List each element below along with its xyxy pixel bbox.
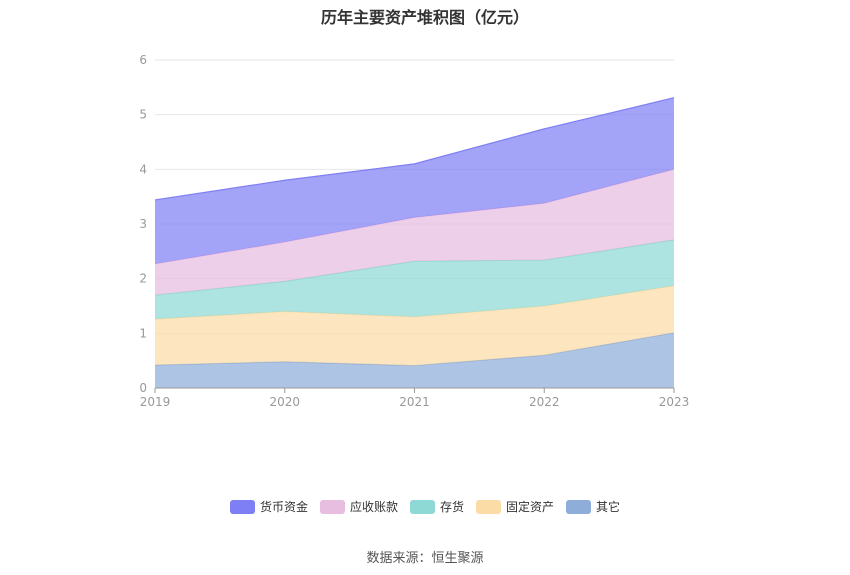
legend-label: 其它 bbox=[596, 500, 621, 514]
x-tick-label: 2021 bbox=[399, 395, 430, 409]
y-tick-label: 6 bbox=[139, 53, 147, 67]
y-tick-label: 3 bbox=[139, 217, 147, 231]
y-tick-label: 4 bbox=[139, 162, 147, 176]
x-tick-label: 2022 bbox=[529, 395, 560, 409]
legend-label: 固定资产 bbox=[506, 500, 555, 514]
area-存货 bbox=[155, 239, 674, 320]
legend-item[interactable]: 应收账款 bbox=[319, 498, 398, 515]
y-tick-label: 0 bbox=[139, 381, 147, 395]
x-tick-label: 2020 bbox=[269, 395, 300, 409]
area-series bbox=[154, 97, 675, 388]
y-tick-label: 1 bbox=[139, 326, 147, 340]
legend-swatch bbox=[476, 499, 501, 514]
legend-item[interactable]: 固定资产 bbox=[476, 498, 554, 515]
x-tick-label: 2023 bbox=[659, 395, 690, 409]
legend-swatch bbox=[229, 499, 255, 514]
chart-title: 历年主要资产堆积图（亿元） bbox=[320, 8, 529, 27]
source-note: 数据来源：恒生聚源 bbox=[366, 551, 484, 566]
legend-label: 货币资金 bbox=[259, 500, 308, 514]
axes: 0 1 2 3 4 5 6 2019 2020 2021 2022 2023 bbox=[139, 53, 689, 409]
legend-swatch bbox=[566, 499, 592, 514]
y-tick-label: 2 bbox=[139, 272, 147, 286]
area-货币资金 bbox=[155, 97, 674, 264]
legend-item[interactable]: 存货 bbox=[409, 498, 464, 515]
legend-item[interactable]: 其它 bbox=[566, 498, 620, 515]
legend-item[interactable]: 货币资金 bbox=[229, 498, 308, 515]
legend-label: 存货 bbox=[439, 500, 464, 514]
x-tick-label: 2019 bbox=[140, 395, 171, 409]
legend-swatch bbox=[319, 499, 345, 514]
legend: 货币资金 应收账款 存货 固定资产 其它 bbox=[0, 498, 850, 515]
area-其它 bbox=[155, 332, 674, 388]
area-固定资产 bbox=[155, 285, 674, 366]
y-tick-label: 5 bbox=[139, 108, 147, 122]
area-应收账款 bbox=[155, 169, 674, 296]
legend-swatch bbox=[409, 499, 435, 514]
line-货币资金 bbox=[154, 97, 675, 201]
legend-label: 应收账款 bbox=[349, 500, 398, 514]
